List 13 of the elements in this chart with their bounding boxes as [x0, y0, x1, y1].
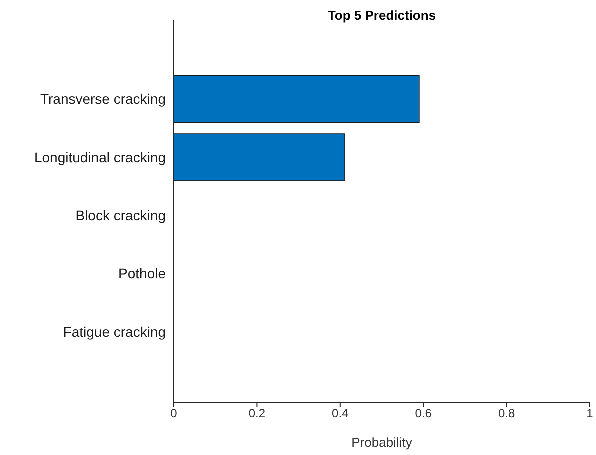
x-tick-label: 0.2 [248, 406, 266, 421]
x-tick-label: 0.6 [415, 406, 432, 421]
x-tick-label: 1 [586, 406, 594, 421]
y-tick-label: Block cracking [76, 207, 166, 224]
chart-title: Top 5 Predictions [326, 8, 438, 23]
x-tick-label: 0.8 [498, 406, 516, 421]
x-axis-title: Probability [352, 435, 413, 450]
y-tick-label: Pothole [118, 266, 166, 282]
y-tick-label: Longitudinal cracking [34, 149, 166, 166]
x-tick-label: 0 [170, 406, 178, 421]
y-tick-label: Fatigue cracking [63, 324, 166, 340]
x-tick-label: 0.4 [332, 406, 350, 421]
y-tick-label: Transverse cracking [40, 91, 166, 108]
